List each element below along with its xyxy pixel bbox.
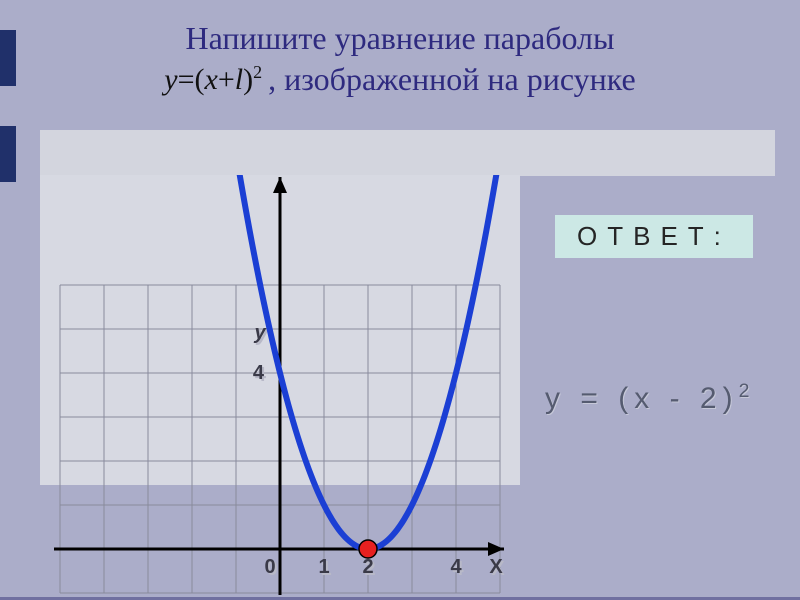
ans-exp: 2	[739, 380, 750, 402]
formula-open: (	[195, 63, 205, 96]
formula-exp: 2	[253, 62, 262, 82]
svg-text:4: 4	[253, 362, 265, 384]
chart-svg: 0011224444XXyy	[40, 175, 520, 595]
ans-eq: =	[580, 382, 604, 415]
answer-equation: y = (x - 2)2	[545, 380, 749, 416]
svg-text:X: X	[489, 556, 503, 578]
formula-eq: =	[178, 63, 195, 96]
svg-text:4: 4	[450, 556, 462, 578]
ans-open: (	[618, 382, 634, 415]
tab-2	[0, 126, 16, 182]
upper-strip	[40, 130, 775, 176]
answer-label: ОТВЕТ:	[555, 215, 753, 258]
ans-minus: -	[670, 382, 686, 415]
title-formula: y=(x+l)2	[164, 62, 262, 97]
chart-panel: 0011224444XXyy	[40, 175, 520, 485]
ans-val: 2	[700, 382, 723, 415]
formula-x: x	[205, 63, 218, 96]
title-line-2: , изображенной на рисунке	[268, 61, 636, 98]
ans-x: x	[634, 382, 655, 415]
title-line-2-wrap: y=(x+l)2 , изображенной на рисунке	[0, 61, 800, 98]
formula-plus: +	[218, 63, 235, 96]
svg-text:2: 2	[362, 556, 373, 578]
svg-text:y: y	[253, 322, 266, 344]
svg-text:1: 1	[318, 556, 329, 578]
ans-y: y	[545, 382, 566, 415]
formula-close: )	[243, 63, 253, 96]
formula-y: y	[164, 63, 177, 96]
formula-l: l	[235, 63, 243, 96]
title-line-1: Напишите уравнение параболы	[0, 20, 800, 57]
ans-close: )	[723, 382, 739, 415]
svg-text:0: 0	[264, 556, 275, 578]
title-area: Напишите уравнение параболы y=(x+l)2 , и…	[0, 20, 800, 98]
